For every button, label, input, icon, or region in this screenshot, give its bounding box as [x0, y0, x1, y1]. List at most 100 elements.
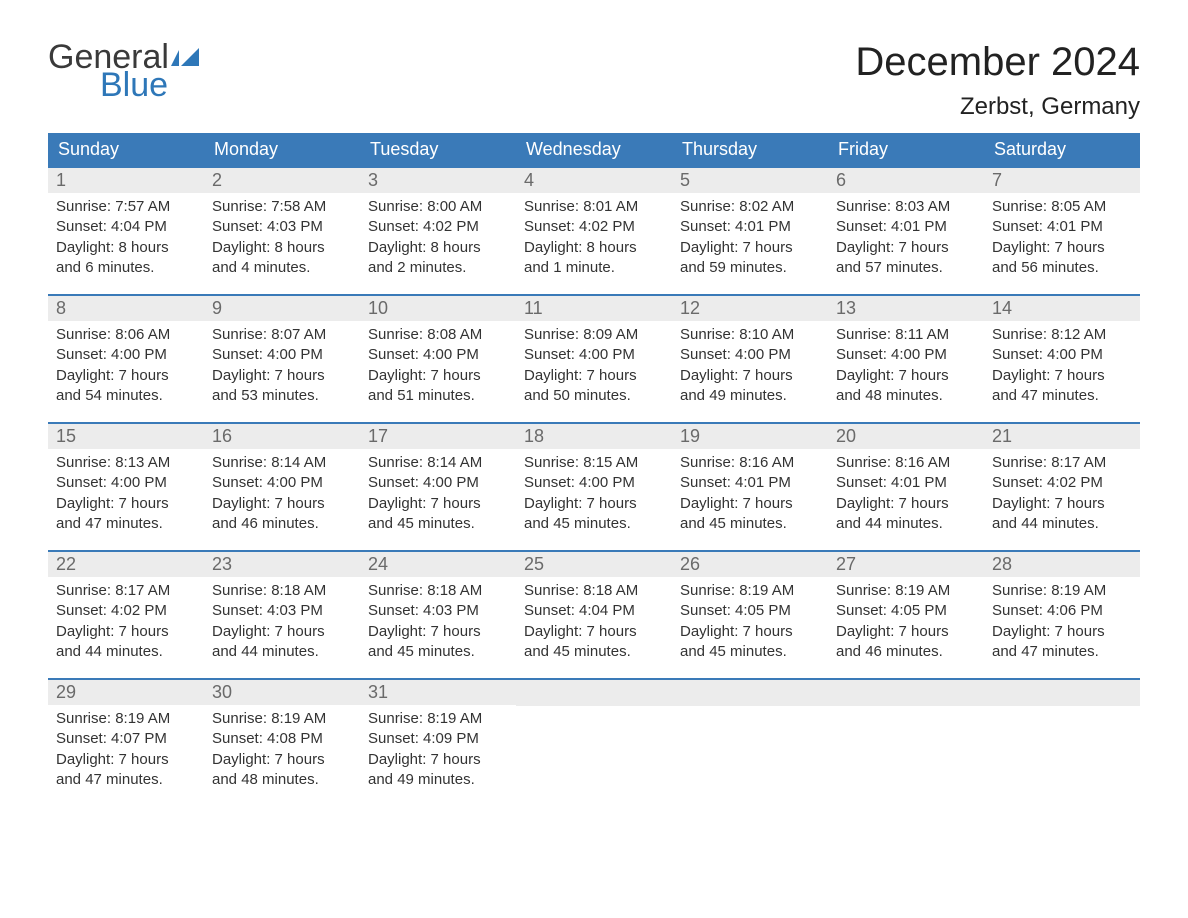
day-number: 25	[516, 552, 672, 577]
sunset-label: Sunset:	[212, 346, 267, 363]
sunset-value: 4:05 PM	[891, 602, 947, 619]
sunrise-value: 8:14 AM	[427, 454, 482, 471]
day-number: 5	[672, 168, 828, 193]
sunrise-label: Sunrise:	[524, 198, 583, 215]
sunrise-value: 8:09 AM	[583, 326, 638, 343]
sunrise-value: 8:16 AM	[739, 454, 794, 471]
daylight-line: Daylight: 7 hours and 48 minutes.	[212, 750, 352, 791]
sunset-label: Sunset:	[992, 602, 1047, 619]
sunset-line: Sunset: 4:03 PM	[368, 601, 508, 621]
sunset-value: 4:00 PM	[111, 474, 167, 491]
calendar-week-row: 15 Sunrise: 8:13 AM Sunset: 4:00 PM Dayligh…	[48, 423, 1140, 551]
calendar-day-cell	[516, 679, 672, 807]
day-number: 23	[204, 552, 360, 577]
day-number: 22	[48, 552, 204, 577]
sunrise-label: Sunrise:	[368, 454, 427, 471]
calendar-day-cell: 20Sunrise: 8:16 AMSunset: 4:01 PMDayligh…	[828, 423, 984, 551]
day-details: Sunrise: 8:14 AMSunset: 4:00 PMDaylight:…	[204, 449, 360, 542]
sunrise-value: 8:12 AM	[1051, 326, 1106, 343]
daylight-label: Daylight:	[368, 239, 431, 256]
sunrise-line: Sunrise: 8:14 AM	[212, 453, 352, 473]
sunset-line: Sunset: 4:08 PM	[212, 729, 352, 749]
day-number: 14	[984, 296, 1140, 321]
day-number: 15	[48, 424, 204, 449]
day-details: Sunrise: 8:17 AMSunset: 4:02 PMDaylight:…	[984, 449, 1140, 542]
sunset-value: 4:00 PM	[735, 346, 791, 363]
sunrise-label: Sunrise:	[212, 710, 271, 727]
day-details: Sunrise: 7:57 AMSunset: 4:04 PMDaylight:…	[48, 193, 204, 286]
sunset-label: Sunset:	[836, 602, 891, 619]
weekday-header: Saturday	[984, 133, 1140, 167]
sunrise-value: 8:11 AM	[895, 326, 949, 343]
day-details: Sunrise: 7:58 AMSunset: 4:03 PMDaylight:…	[204, 193, 360, 286]
daylight-label: Daylight:	[212, 751, 275, 768]
daylight-label: Daylight:	[56, 239, 119, 256]
daylight-label: Daylight:	[56, 623, 119, 640]
day-number: 16	[204, 424, 360, 449]
sunset-value: 4:00 PM	[891, 346, 947, 363]
day-details: Sunrise: 8:12 AMSunset: 4:00 PMDaylight:…	[984, 321, 1140, 414]
day-number: 27	[828, 552, 984, 577]
sunset-label: Sunset:	[524, 602, 579, 619]
sunrise-label: Sunrise:	[56, 326, 115, 343]
sunset-value: 4:02 PM	[423, 218, 479, 235]
sunset-label: Sunset:	[368, 730, 423, 747]
sunset-line: Sunset: 4:00 PM	[212, 473, 352, 493]
sunrise-line: Sunrise: 8:05 AM	[992, 197, 1132, 217]
day-number: 2	[204, 168, 360, 193]
calendar-day-cell: 31Sunrise: 8:19 AMSunset: 4:09 PMDayligh…	[360, 679, 516, 807]
sunrise-label: Sunrise:	[836, 198, 895, 215]
day-number: 24	[360, 552, 516, 577]
daylight-label: Daylight:	[992, 367, 1055, 384]
sunrise-line: Sunrise: 8:16 AM	[836, 453, 976, 473]
day-number: 31	[360, 680, 516, 705]
day-details: Sunrise: 8:19 AMSunset: 4:05 PMDaylight:…	[672, 577, 828, 670]
sunset-label: Sunset:	[524, 474, 579, 491]
sunset-label: Sunset:	[524, 346, 579, 363]
calendar-body: 1Sunrise: 7:57 AMSunset: 4:04 PMDaylight…	[48, 167, 1140, 807]
day-details: Sunrise: 8:19 AMSunset: 4:07 PMDaylight:…	[48, 705, 204, 798]
sunrise-line: Sunrise: 8:15 AM	[524, 453, 664, 473]
sunset-label: Sunset:	[212, 602, 267, 619]
calendar-day-cell: 12Sunrise: 8:10 AMSunset: 4:00 PMDayligh…	[672, 295, 828, 423]
sunrise-value: 7:57 AM	[115, 198, 170, 215]
calendar-day-cell: 28Sunrise: 8:19 AMSunset: 4:06 PMDayligh…	[984, 551, 1140, 679]
sunrise-line: Sunrise: 7:57 AM	[56, 197, 196, 217]
month-title: December 2024	[855, 40, 1140, 85]
calendar-day-cell: 3Sunrise: 8:00 AMSunset: 4:02 PMDaylight…	[360, 167, 516, 295]
calendar-day-cell: 4Sunrise: 8:01 AMSunset: 4:02 PMDaylight…	[516, 167, 672, 295]
day-number: 17	[360, 424, 516, 449]
sunset-line: Sunset: 4:00 PM	[368, 345, 508, 365]
sunset-value: 4:00 PM	[579, 346, 635, 363]
day-details: Sunrise: 8:09 AMSunset: 4:00 PMDaylight:…	[516, 321, 672, 414]
sunrise-line: Sunrise: 8:13 AM	[56, 453, 196, 473]
daylight-label: Daylight:	[56, 495, 119, 512]
sunrise-value: 8:17 AM	[115, 582, 170, 599]
sunset-label: Sunset:	[524, 218, 579, 235]
weekday-header: Wednesday	[516, 133, 672, 167]
sunrise-value: 8:19 AM	[271, 710, 326, 727]
sunset-label: Sunset:	[680, 474, 735, 491]
day-number: 4	[516, 168, 672, 193]
day-details: Sunrise: 8:16 AMSunset: 4:01 PMDaylight:…	[828, 449, 984, 542]
daylight-line: Daylight: 7 hours and 47 minutes.	[992, 622, 1132, 663]
sunset-label: Sunset:	[992, 218, 1047, 235]
location-text: Zerbst, Germany	[855, 93, 1140, 121]
sunset-label: Sunset:	[992, 474, 1047, 491]
sunrise-value: 8:05 AM	[1051, 198, 1106, 215]
daylight-label: Daylight:	[836, 367, 899, 384]
calendar-day-cell: 24Sunrise: 8:18 AMSunset: 4:03 PMDayligh…	[360, 551, 516, 679]
sunset-line: Sunset: 4:05 PM	[836, 601, 976, 621]
day-details: Sunrise: 8:13 AMSunset: 4:00 PMDaylight:…	[48, 449, 204, 542]
sunset-label: Sunset:	[368, 474, 423, 491]
empty-day-strip	[984, 680, 1140, 706]
day-number: 18	[516, 424, 672, 449]
calendar-day-cell: 18Sunrise: 8:15 AMSunset: 4:00 PMDayligh…	[516, 423, 672, 551]
daylight-line: Daylight: 7 hours and 47 minutes.	[992, 366, 1132, 407]
sunset-value: 4:01 PM	[735, 218, 791, 235]
sunrise-line: Sunrise: 8:09 AM	[524, 325, 664, 345]
sunrise-label: Sunrise:	[368, 710, 427, 727]
sunset-label: Sunset:	[56, 730, 111, 747]
sunrise-value: 8:15 AM	[583, 454, 638, 471]
calendar-day-cell: 10Sunrise: 8:08 AMSunset: 4:00 PMDayligh…	[360, 295, 516, 423]
